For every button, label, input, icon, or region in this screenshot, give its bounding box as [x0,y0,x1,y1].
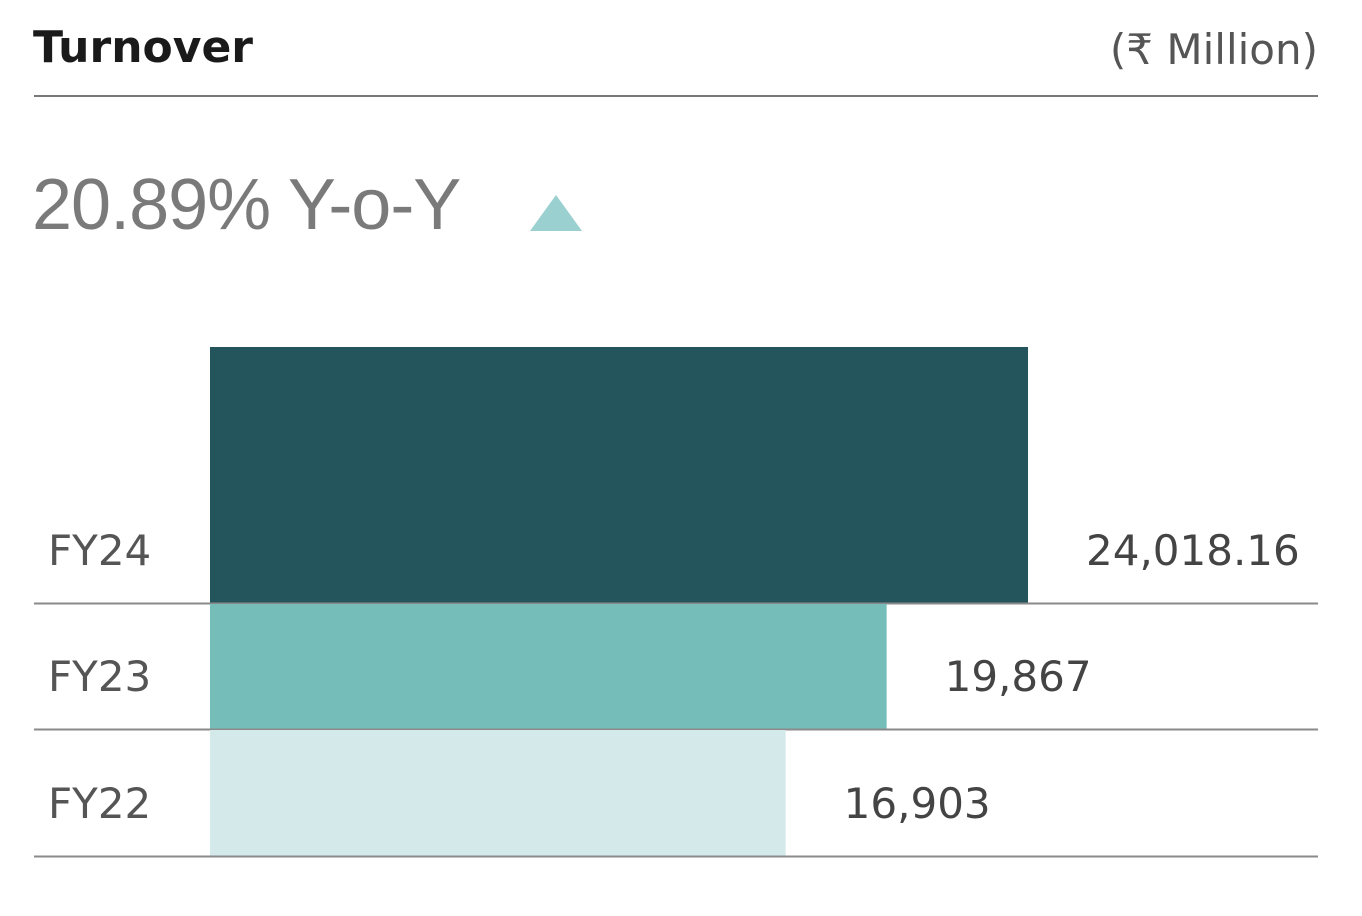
bar-fy22 [210,730,786,856]
triangle-up-icon [530,195,582,231]
unit-label: (₹ Million) [1109,25,1318,74]
bar-fy24 [210,347,1028,603]
value-label-fy22: 16,903 [844,779,991,828]
category-label-fy22: FY22 [48,779,151,828]
category-label-fy23: FY23 [48,652,151,701]
bar-fy23 [210,604,887,729]
yoy-growth: 20.89% Y-o-Y [32,165,461,245]
value-label-fy23: 19,867 [945,652,1092,701]
category-label-fy24: FY24 [48,526,151,575]
value-label-fy24: 24,018.16 [1086,526,1300,575]
chart-title: Turnover [33,22,253,73]
header-divider [34,95,1318,97]
